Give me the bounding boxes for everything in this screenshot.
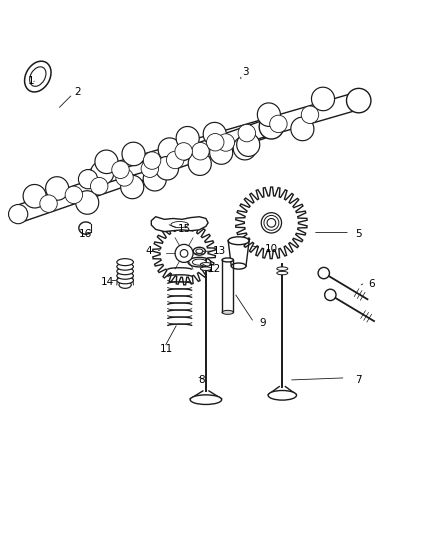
Ellipse shape	[143, 152, 161, 169]
Ellipse shape	[91, 161, 114, 185]
Text: 9: 9	[259, 318, 266, 328]
Ellipse shape	[267, 219, 276, 227]
Ellipse shape	[264, 215, 279, 230]
Ellipse shape	[166, 151, 184, 169]
Ellipse shape	[268, 391, 297, 400]
Ellipse shape	[201, 267, 212, 270]
Polygon shape	[151, 217, 208, 231]
Ellipse shape	[175, 143, 192, 160]
Ellipse shape	[117, 272, 134, 279]
Ellipse shape	[117, 259, 134, 265]
Ellipse shape	[277, 267, 288, 270]
Text: 13: 13	[212, 246, 226, 256]
Ellipse shape	[117, 277, 134, 284]
Text: 4: 4	[146, 246, 152, 256]
Ellipse shape	[277, 271, 288, 275]
Ellipse shape	[301, 106, 319, 124]
Ellipse shape	[23, 184, 46, 208]
Ellipse shape	[76, 191, 99, 214]
Text: 8: 8	[198, 375, 205, 385]
Ellipse shape	[270, 115, 287, 133]
Ellipse shape	[119, 281, 131, 288]
Ellipse shape	[112, 161, 129, 179]
Ellipse shape	[217, 134, 234, 151]
Ellipse shape	[238, 124, 255, 142]
Ellipse shape	[231, 263, 246, 269]
Ellipse shape	[120, 175, 144, 199]
Ellipse shape	[122, 142, 145, 166]
Ellipse shape	[25, 61, 51, 92]
Ellipse shape	[259, 115, 284, 139]
Ellipse shape	[206, 133, 224, 151]
Ellipse shape	[95, 150, 118, 174]
Ellipse shape	[261, 213, 282, 233]
Ellipse shape	[188, 152, 211, 175]
Ellipse shape	[46, 177, 69, 200]
Text: 10: 10	[265, 244, 278, 254]
Ellipse shape	[258, 103, 280, 126]
Ellipse shape	[9, 205, 28, 224]
Ellipse shape	[325, 289, 336, 301]
Ellipse shape	[143, 167, 166, 191]
Ellipse shape	[228, 237, 249, 245]
Ellipse shape	[210, 141, 233, 164]
Ellipse shape	[155, 157, 179, 180]
Ellipse shape	[91, 177, 108, 195]
Text: 15: 15	[177, 224, 191, 235]
Text: 5: 5	[355, 229, 362, 239]
Text: 6: 6	[368, 279, 375, 289]
Ellipse shape	[78, 169, 98, 189]
Text: 3: 3	[242, 67, 248, 77]
Ellipse shape	[141, 160, 159, 177]
Text: 16: 16	[79, 229, 92, 239]
Ellipse shape	[193, 247, 205, 255]
Ellipse shape	[117, 263, 134, 270]
Polygon shape	[236, 187, 307, 259]
Ellipse shape	[192, 259, 206, 265]
Ellipse shape	[192, 142, 209, 160]
Ellipse shape	[30, 67, 46, 86]
Ellipse shape	[176, 126, 199, 150]
Ellipse shape	[190, 395, 222, 405]
Ellipse shape	[158, 138, 181, 161]
Ellipse shape	[222, 310, 233, 314]
Text: 1: 1	[28, 76, 35, 86]
Ellipse shape	[175, 245, 193, 262]
Ellipse shape	[65, 186, 83, 204]
Ellipse shape	[222, 258, 233, 262]
Ellipse shape	[201, 263, 212, 266]
Ellipse shape	[203, 123, 226, 146]
Ellipse shape	[233, 136, 256, 160]
Ellipse shape	[180, 249, 188, 257]
Ellipse shape	[291, 117, 314, 141]
Text: 14: 14	[101, 277, 114, 287]
Ellipse shape	[237, 133, 260, 156]
Ellipse shape	[171, 222, 188, 228]
Ellipse shape	[116, 169, 133, 186]
Ellipse shape	[346, 88, 371, 113]
Text: 7: 7	[355, 375, 362, 385]
Ellipse shape	[117, 268, 134, 274]
Ellipse shape	[40, 195, 57, 212]
Polygon shape	[153, 222, 215, 285]
Ellipse shape	[196, 249, 203, 253]
Text: 2: 2	[74, 87, 81, 97]
Ellipse shape	[311, 87, 335, 111]
Ellipse shape	[188, 257, 211, 267]
Ellipse shape	[318, 268, 329, 279]
Text: 11: 11	[160, 344, 173, 354]
Text: 12: 12	[208, 264, 221, 273]
